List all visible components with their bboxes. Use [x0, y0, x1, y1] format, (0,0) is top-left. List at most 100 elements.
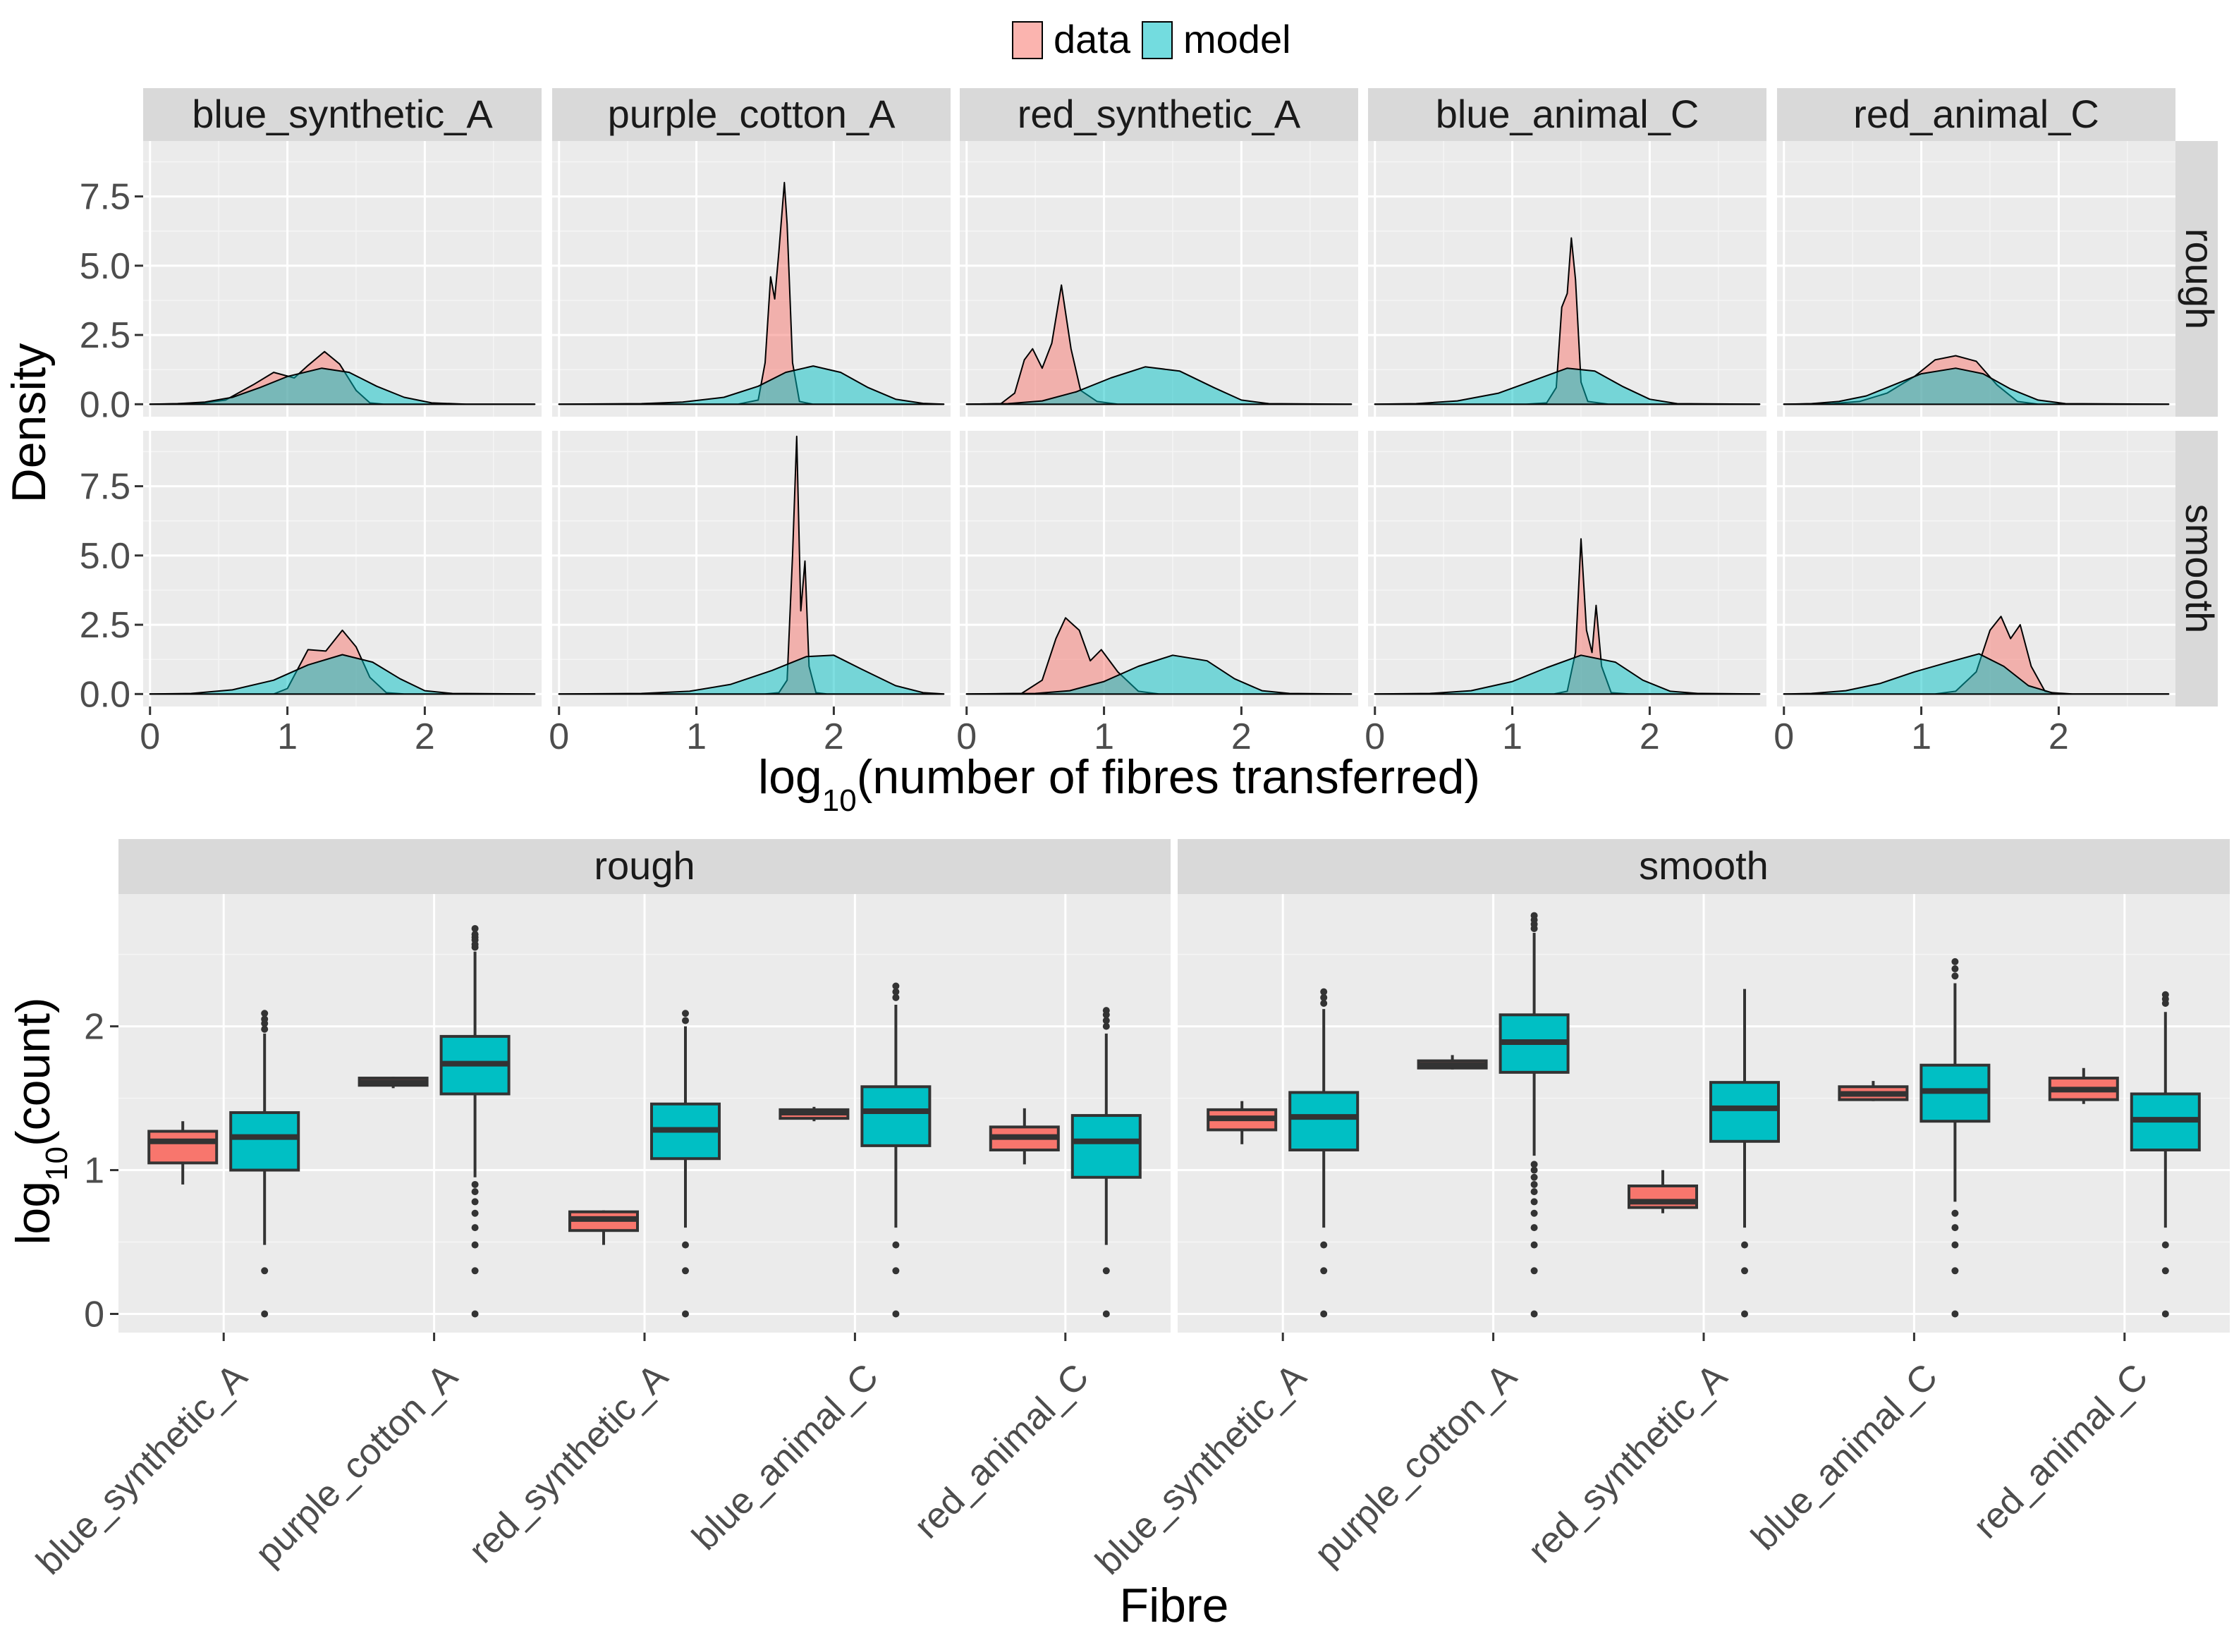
box-blue_animal_C-data [779, 1106, 850, 1122]
box-blue_animal_C-data [1838, 1081, 1909, 1101]
box-y-axis-title-suffix: (count) [6, 997, 60, 1146]
strip-rough [2175, 141, 2218, 417]
x-tick-label-red_animal_C: red_animal_C [906, 1356, 1097, 1546]
box-iqr [147, 1130, 219, 1165]
strip-blue_synthetic_A [143, 88, 542, 141]
density-panel-smooth-purple_cotton_A [552, 431, 951, 706]
outlier-point [1530, 1188, 1538, 1196]
outlier-point [1951, 1241, 1959, 1249]
density-x-axis-title: log10(number of fibres transferred) [758, 750, 1480, 818]
box-blue_synthetic_A-data [147, 1121, 219, 1185]
density-area-model [965, 654, 1353, 695]
density-y-axis-title: Density [2, 343, 56, 503]
outlier-point [682, 1241, 689, 1249]
legend-label-data: data [1054, 17, 1131, 61]
strip-label-rough: rough [594, 843, 695, 888]
box-blue_synthetic_A-model [1288, 988, 1360, 1318]
box-red_animal_C-model [1070, 1007, 1142, 1318]
outlier-point [682, 1310, 689, 1318]
x-tick-label-red_synthetic_A: red_synthetic_A [461, 1356, 676, 1571]
outlier-point [1530, 1209, 1538, 1217]
box-blue_synthetic_A-model [229, 1010, 300, 1318]
x-tick-label: 0 [140, 716, 160, 757]
outlier-point [1951, 965, 1959, 973]
legend: data model [1012, 17, 1291, 61]
outlier-point [1320, 1267, 1328, 1275]
x-tick-label: 2 [1231, 716, 1252, 757]
outlier-point [471, 1224, 479, 1232]
panel-background [552, 431, 951, 706]
strip-smooth [1178, 839, 2230, 894]
box-y-axis-title-subscript: 10 [39, 1146, 74, 1181]
y-tick-label: 0.0 [80, 674, 130, 715]
density-area-model [1783, 653, 2170, 695]
outlier-point [1102, 1022, 1110, 1030]
x-tick-label: 0 [956, 716, 977, 757]
outlier-point [1530, 1166, 1538, 1174]
x-tick-label-blue_animal_C: blue_animal_C [685, 1356, 886, 1558]
box-iqr [1288, 1091, 1360, 1152]
outlier-point [1530, 1310, 1538, 1318]
density-panel-rough-blue_animal_C [1368, 141, 1766, 417]
outlier-point [1102, 1007, 1110, 1015]
outlier-point [2161, 1310, 2169, 1318]
outlier-point [892, 988, 900, 996]
x-tick-label: 0 [1365, 716, 1385, 757]
outlier-point [261, 1310, 269, 1318]
y-tick-label: 0 [84, 1294, 104, 1335]
strip-red_synthetic_A [960, 88, 1358, 141]
box-blue_animal_C-model [1919, 957, 1991, 1318]
density-panel-rough-red_animal_C [1777, 141, 2175, 417]
density-area-model [1374, 654, 1761, 695]
density-panel-smooth-red_synthetic_A [960, 431, 1358, 706]
outlier-point [1951, 1267, 1959, 1275]
density-area-model [558, 365, 945, 405]
panel-background [552, 141, 951, 417]
y-tick-label: 5.0 [80, 246, 130, 287]
outlier-point [471, 1180, 479, 1188]
density-panel-smooth-red_animal_C [1777, 431, 2175, 706]
legend-key-data [1012, 21, 1043, 59]
box-y-axis-title-prefix: log [6, 1181, 60, 1245]
x-tick-label: 2 [415, 716, 435, 757]
x-tick-label-red_synthetic_A: red_synthetic_A [1520, 1356, 1735, 1571]
outlier-point [471, 1209, 479, 1217]
box-red_animal_C-model [2130, 991, 2201, 1318]
outlier-point [1530, 1267, 1538, 1275]
box-red_synthetic_A-data [568, 1210, 639, 1245]
y-tick-label: 7.5 [80, 177, 130, 218]
density-panel-rough-blue_synthetic_A [143, 141, 542, 417]
outlier-point [1741, 1241, 1748, 1249]
outlier-point [261, 1267, 269, 1275]
outlier-point [471, 1241, 479, 1249]
box-y-axis-title: log10(count) [6, 997, 74, 1244]
x-tick-label-purple_cotton_A: purple_cotton_A [248, 1356, 465, 1574]
density-panel-smooth-blue_animal_C [1368, 431, 1766, 706]
boxplot-chart: roughblue_synthetic_Apurple_cotton_Ared_… [6, 839, 2230, 1632]
box-red_animal_C-data [989, 1108, 1060, 1165]
outlier-point [1320, 1310, 1328, 1318]
outlier-point [471, 1267, 479, 1275]
x-tick-label: 1 [277, 716, 298, 757]
outlier-point [471, 924, 479, 932]
strip-smooth [2175, 431, 2218, 706]
y-tick-label: 7.5 [80, 467, 130, 508]
outlier-point [2161, 1241, 2169, 1249]
outlier-point [1951, 972, 1959, 980]
density-area-model [558, 654, 945, 695]
outlier-point [2161, 991, 2169, 998]
box-blue_animal_C-model [860, 982, 932, 1318]
box-iqr [1070, 1114, 1142, 1179]
density-x-axis-title-subscript: 10 [822, 783, 857, 818]
outlier-point [682, 1017, 689, 1024]
outlier-point [682, 1267, 689, 1275]
outlier-point [1320, 1241, 1328, 1249]
density-area-model [149, 367, 536, 405]
density-chart: blue_synthetic_A purple_cotton_A red_synth… [2, 88, 2222, 818]
strip-rough [118, 839, 1171, 894]
strip-label-smooth: smooth [1639, 843, 1769, 888]
box-iqr [229, 1110, 300, 1172]
x-tick-label: 0 [1774, 716, 1794, 757]
density-x-axis-title-suffix: (number of fibres transferred) [857, 750, 1480, 804]
